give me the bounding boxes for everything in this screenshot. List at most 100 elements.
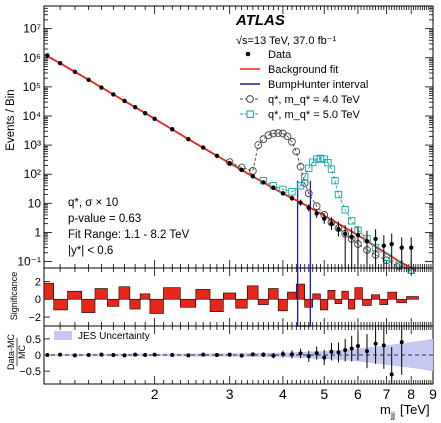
legend-marker	[246, 110, 254, 118]
data-point	[399, 245, 404, 250]
signal-4tev-marker	[288, 137, 296, 146]
data-point	[280, 191, 286, 196]
data-point	[389, 241, 394, 247]
ratio-panel: 2 3 4 5 6 7 8 9 −0.5 0 0.5 JES Uncertainty	[19, 325, 437, 402]
jes-legend-swatch	[54, 331, 72, 340]
signal-5tev-marker	[296, 182, 305, 190]
y-tick-label: 10⁷	[23, 22, 41, 36]
signal-5tev-marker	[316, 154, 325, 163]
significance-bar	[341, 290, 349, 300]
ratio-point	[343, 348, 348, 353]
y-tick-label: 10⁶	[23, 51, 41, 65]
data-point	[271, 185, 276, 191]
data-point	[322, 216, 327, 221]
data-point	[152, 116, 157, 122]
significance-panel: −2 0 2	[28, 267, 434, 327]
significance-bar	[370, 294, 381, 300]
ratio-point	[99, 352, 104, 357]
ratio-point	[86, 353, 91, 357]
data-point	[72, 69, 78, 74]
data-point	[306, 205, 311, 211]
data-point	[342, 231, 348, 236]
ratio-point	[214, 353, 219, 357]
ratio-point	[381, 343, 386, 348]
ratio-point	[289, 352, 294, 357]
y-tick-label: 10⁴	[22, 109, 41, 123]
data-point	[298, 200, 303, 205]
x-axis-title: m jj [TeV]	[380, 402, 430, 420]
significance-bar	[327, 290, 336, 300]
svg-text:[TeV]: [TeV]	[400, 402, 430, 417]
data-point	[132, 105, 138, 110]
legend: ATLAS √s=13 TeV, 37.0 fb⁻¹ Data Background …	[235, 12, 368, 121]
ratio-point	[399, 340, 404, 345]
x-tick-label: 9	[429, 386, 437, 402]
annotation-text: p-value = 0.63	[68, 213, 141, 225]
significance-bar	[246, 285, 259, 300]
significance-bar	[295, 283, 305, 300]
svg-text:MC: MC	[17, 345, 27, 359]
data-point	[111, 92, 116, 97]
signal-4tev-marker	[254, 141, 263, 149]
ratio-point	[170, 353, 175, 357]
x-tick-label: 7	[383, 386, 391, 402]
legend-label: BumpHunter interval	[268, 79, 368, 91]
significance-bar	[149, 298, 164, 314]
significance-bar	[67, 290, 83, 300]
data-point	[250, 174, 256, 179]
svg-text:m: m	[380, 402, 391, 417]
data-point	[214, 153, 220, 158]
main-y-axis-title: Events / Bin	[5, 89, 17, 150]
ratio-point	[364, 349, 369, 354]
signal-4tev-marker	[269, 129, 278, 138]
significance-bar	[379, 298, 389, 305]
y-tick-label: −0.5	[19, 366, 41, 378]
signal-5tev-line	[263, 157, 412, 271]
svg-text:Data-MC: Data-MC	[6, 334, 16, 371]
x-tick-label: 5	[320, 386, 328, 402]
significance-bar	[287, 291, 297, 300]
significance-bar	[53, 298, 68, 311]
ratio-point	[298, 351, 303, 356]
y-tick-label: 10	[28, 196, 42, 210]
data-point	[314, 211, 319, 216]
x-tick-label: 4	[279, 386, 287, 402]
data-point	[227, 160, 232, 166]
significance-bar	[129, 298, 141, 310]
svg-text:jj: jj	[390, 410, 395, 420]
legend-data-marker	[245, 51, 251, 57]
signal-5tev-marker	[327, 165, 336, 173]
legend-label: Background fit	[268, 64, 338, 76]
ratio-point	[373, 341, 378, 346]
signal-4tev-marker	[296, 162, 305, 171]
x-tick-label: 2	[151, 386, 159, 402]
signal-4tev-marker	[283, 132, 292, 141]
y-tick-label: 2	[35, 276, 41, 288]
ratio-y-axis-title: Data-MC MC	[6, 334, 27, 371]
data-point	[261, 180, 266, 185]
legend-label: Data	[268, 49, 292, 61]
significance-bar	[304, 298, 314, 308]
significance-bar	[118, 286, 131, 300]
signal-4tev-marker	[225, 158, 234, 166]
data-point	[122, 98, 127, 104]
data-point	[186, 136, 191, 142]
significance-bar	[257, 298, 269, 305]
ratio-point	[329, 349, 334, 354]
significance-bar	[107, 298, 120, 307]
ratio-point	[355, 343, 360, 348]
ratio-point	[280, 352, 285, 357]
y-tick-label: −2	[28, 312, 41, 324]
data-point	[86, 77, 91, 82]
signal-5tev-marker	[305, 164, 313, 172]
signal-4tev-marker	[292, 147, 301, 156]
jes-uncertainty-band	[44, 338, 433, 372]
data-point	[381, 243, 387, 248]
data-point	[239, 167, 244, 173]
significance-bar	[195, 289, 211, 300]
ratio-point	[111, 353, 116, 357]
ratio-point	[58, 352, 63, 357]
significance-bar	[362, 298, 372, 306]
legend-label: q*, m_q* = 5.0 TeV	[268, 109, 360, 121]
